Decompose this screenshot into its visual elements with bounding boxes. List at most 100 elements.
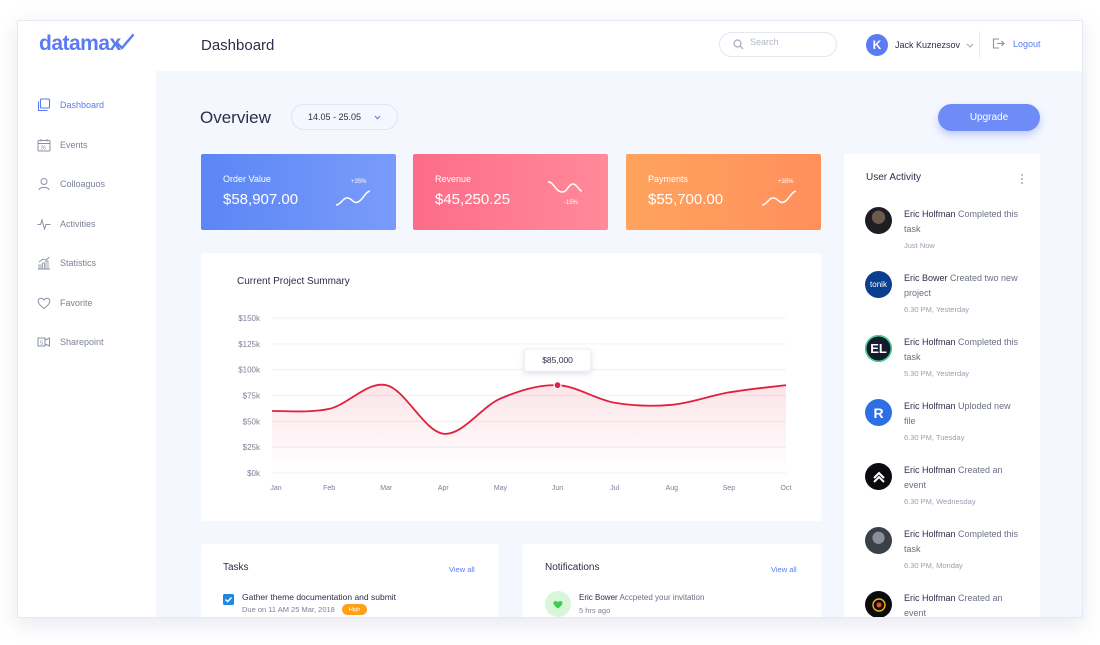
activity-message: Uploded new file bbox=[904, 401, 1011, 426]
sidebar-item-label: Events bbox=[60, 140, 88, 150]
activity-item[interactable]: Eric Holfman Created an event bbox=[865, 591, 1035, 618]
activity-user: Eric Holfman bbox=[904, 593, 956, 603]
logout-label: Logout bbox=[1013, 38, 1041, 49]
activity-item[interactable]: Eric Holfman Completed this task Just No… bbox=[865, 207, 1035, 262]
section-title: Overview bbox=[200, 108, 271, 127]
svg-text:S: S bbox=[40, 341, 44, 347]
summary-chart: $0k $25k $50k $75k $100k $125k $150k Jan Feb Mar A… bbox=[238, 314, 792, 492]
activity-time: 6.30 PM, Yesterday bbox=[904, 305, 970, 314]
activity-message: Created an event bbox=[904, 593, 1003, 618]
date-range-select[interactable]: 14.05 - 25.05 bbox=[291, 104, 398, 130]
activity-message: Completed this task bbox=[904, 209, 1019, 234]
search-box[interactable] bbox=[719, 32, 837, 57]
activity-item[interactable]: Eric Holfman Created an event 6.30 PM, W… bbox=[865, 463, 1035, 518]
sidebar-item-favorite[interactable]: Favorite bbox=[37, 294, 93, 312]
activity-item[interactable]: R Eric Holfman Uploded new file 6.30 PM,… bbox=[865, 399, 1035, 454]
app-window: datamax Dashboard K Jack Kuznezsov Logou… bbox=[17, 20, 1083, 618]
activity-text: Eric Holfman Completed this task bbox=[904, 335, 1019, 365]
activity-message: Created two new project bbox=[904, 273, 1018, 298]
x-tick-label: Mar bbox=[380, 485, 393, 492]
x-tick-label: Aug bbox=[666, 485, 679, 492]
highlight-point[interactable] bbox=[553, 381, 562, 390]
notification-name: Eric Bower bbox=[579, 593, 618, 602]
task-title: Gather theme documentation and submit bbox=[242, 592, 397, 602]
sidebar: Dashboard 26 Events Colloaguos Activitie… bbox=[18, 71, 156, 617]
logo-text: tonik bbox=[870, 280, 887, 289]
activity-time: 6.30 PM, Tuesday bbox=[904, 433, 965, 442]
upgrade-button[interactable]: Upgrade bbox=[938, 104, 1040, 131]
sidebar-item-label: Statistics bbox=[60, 258, 97, 268]
sidebar-item-label: Dashboard bbox=[60, 100, 105, 110]
app-logo[interactable]: datamax bbox=[39, 32, 134, 56]
task-due: Due on 11 AM 25 Mar, 2018 bbox=[242, 605, 335, 614]
chart-icon bbox=[38, 256, 50, 270]
stat-value: $58,907.00 bbox=[223, 191, 299, 208]
stat-card-order-value[interactable]: Order Value $58,907.00 +35% bbox=[201, 154, 396, 230]
x-tick-label: Oct bbox=[781, 485, 792, 492]
dashboard-icon bbox=[37, 98, 51, 112]
activity-message: Completed this task bbox=[904, 337, 1019, 362]
y-tick-label: $150k bbox=[238, 314, 261, 323]
stat-label: Order Value bbox=[223, 174, 271, 184]
calendar-icon: 26 bbox=[37, 139, 51, 152]
logout-icon bbox=[992, 38, 1005, 49]
search-icon bbox=[733, 39, 744, 50]
date-range-value: 14.05 - 25.05 bbox=[308, 112, 362, 122]
user-icon bbox=[38, 178, 50, 191]
eye-icon bbox=[871, 597, 886, 612]
search-input[interactable] bbox=[750, 37, 830, 47]
stat-label: Revenue bbox=[435, 174, 472, 184]
sidebar-item-statistics[interactable]: Statistics bbox=[37, 254, 96, 272]
notifications-view-all-link[interactable]: View all bbox=[771, 565, 797, 574]
sidebar-item-sharepoint[interactable]: S Sharepoint bbox=[37, 333, 104, 351]
sidebar-item-activities[interactable]: Activities bbox=[37, 215, 96, 233]
heart-icon bbox=[553, 600, 563, 608]
tonik-logo: tonik bbox=[865, 271, 892, 298]
y-tick-label: $75k bbox=[243, 392, 261, 401]
tasks-view-all-link[interactable]: View all bbox=[449, 565, 475, 574]
logout-button[interactable]: Logout bbox=[992, 38, 1041, 49]
heart-icon bbox=[37, 297, 51, 310]
y-tick-label: $100k bbox=[238, 366, 261, 375]
sidebar-item-label: Favorite bbox=[60, 298, 93, 308]
series-line bbox=[271, 383, 787, 435]
share-icon: S bbox=[37, 337, 50, 347]
user-activity-card: User Activity Eric Holfman Completed thi… bbox=[844, 154, 1040, 618]
photo-avatar bbox=[865, 527, 892, 554]
activity-item[interactable]: EL Eric Holfman Completed this task 5.30… bbox=[865, 335, 1035, 390]
notifications-card: Notifications View all Eric Bower Accpet… bbox=[523, 544, 821, 617]
stat-change: -15% bbox=[564, 200, 579, 206]
activity-user: Eric Holfman bbox=[904, 209, 956, 219]
activity-item[interactable]: Eric Holfman Completed this task 6.30 PM… bbox=[865, 527, 1035, 582]
chart-tooltip-value: $85,000 bbox=[542, 355, 573, 365]
activity-time: 6.30 PM, Monday bbox=[904, 561, 963, 570]
divider bbox=[979, 31, 980, 59]
sidebar-item-events[interactable]: 26 Events bbox=[37, 136, 88, 154]
task-item[interactable]: Gather theme documentation and submit Du… bbox=[223, 590, 483, 617]
avatar: K bbox=[866, 34, 888, 56]
stat-card-revenue[interactable]: Revenue $45,250.25 -15% bbox=[413, 154, 608, 230]
series-area bbox=[272, 384, 786, 473]
notification-item[interactable]: Eric Bower Accpeted your invitation 5 hr… bbox=[545, 591, 805, 617]
x-tick-label: Jun bbox=[552, 485, 563, 492]
eye-logo bbox=[865, 591, 892, 617]
more-vertical-icon[interactable] bbox=[1020, 173, 1024, 185]
card-title: Current Project Summary bbox=[237, 276, 350, 287]
notification-message: Accpeted your invitation bbox=[619, 593, 705, 602]
sidebar-item-dashboard[interactable]: Dashboard bbox=[37, 96, 104, 114]
x-tick-label: Apr bbox=[438, 485, 450, 492]
user-menu[interactable]: K Jack Kuznezsov bbox=[866, 33, 974, 57]
notification-time: 5 hrs ago bbox=[579, 606, 611, 615]
svg-text:26: 26 bbox=[41, 146, 47, 152]
chevron-down-icon bbox=[966, 43, 974, 48]
photo-avatar bbox=[865, 207, 892, 234]
priority-badge: High bbox=[342, 604, 367, 615]
check-icon bbox=[116, 34, 134, 50]
sparkline-icon bbox=[547, 181, 583, 193]
x-tick-label: Sep bbox=[723, 485, 736, 492]
stat-card-payments[interactable]: Payments $55,700.00 +35% bbox=[626, 154, 821, 230]
activity-item[interactable]: tonik Eric Bower Created two new project… bbox=[865, 271, 1035, 326]
sidebar-item-colleagues[interactable]: Colloaguos bbox=[37, 175, 105, 193]
activity-text: Eric Holfman Uploded new file bbox=[904, 399, 1019, 429]
checkbox-checked-icon[interactable] bbox=[223, 594, 234, 605]
